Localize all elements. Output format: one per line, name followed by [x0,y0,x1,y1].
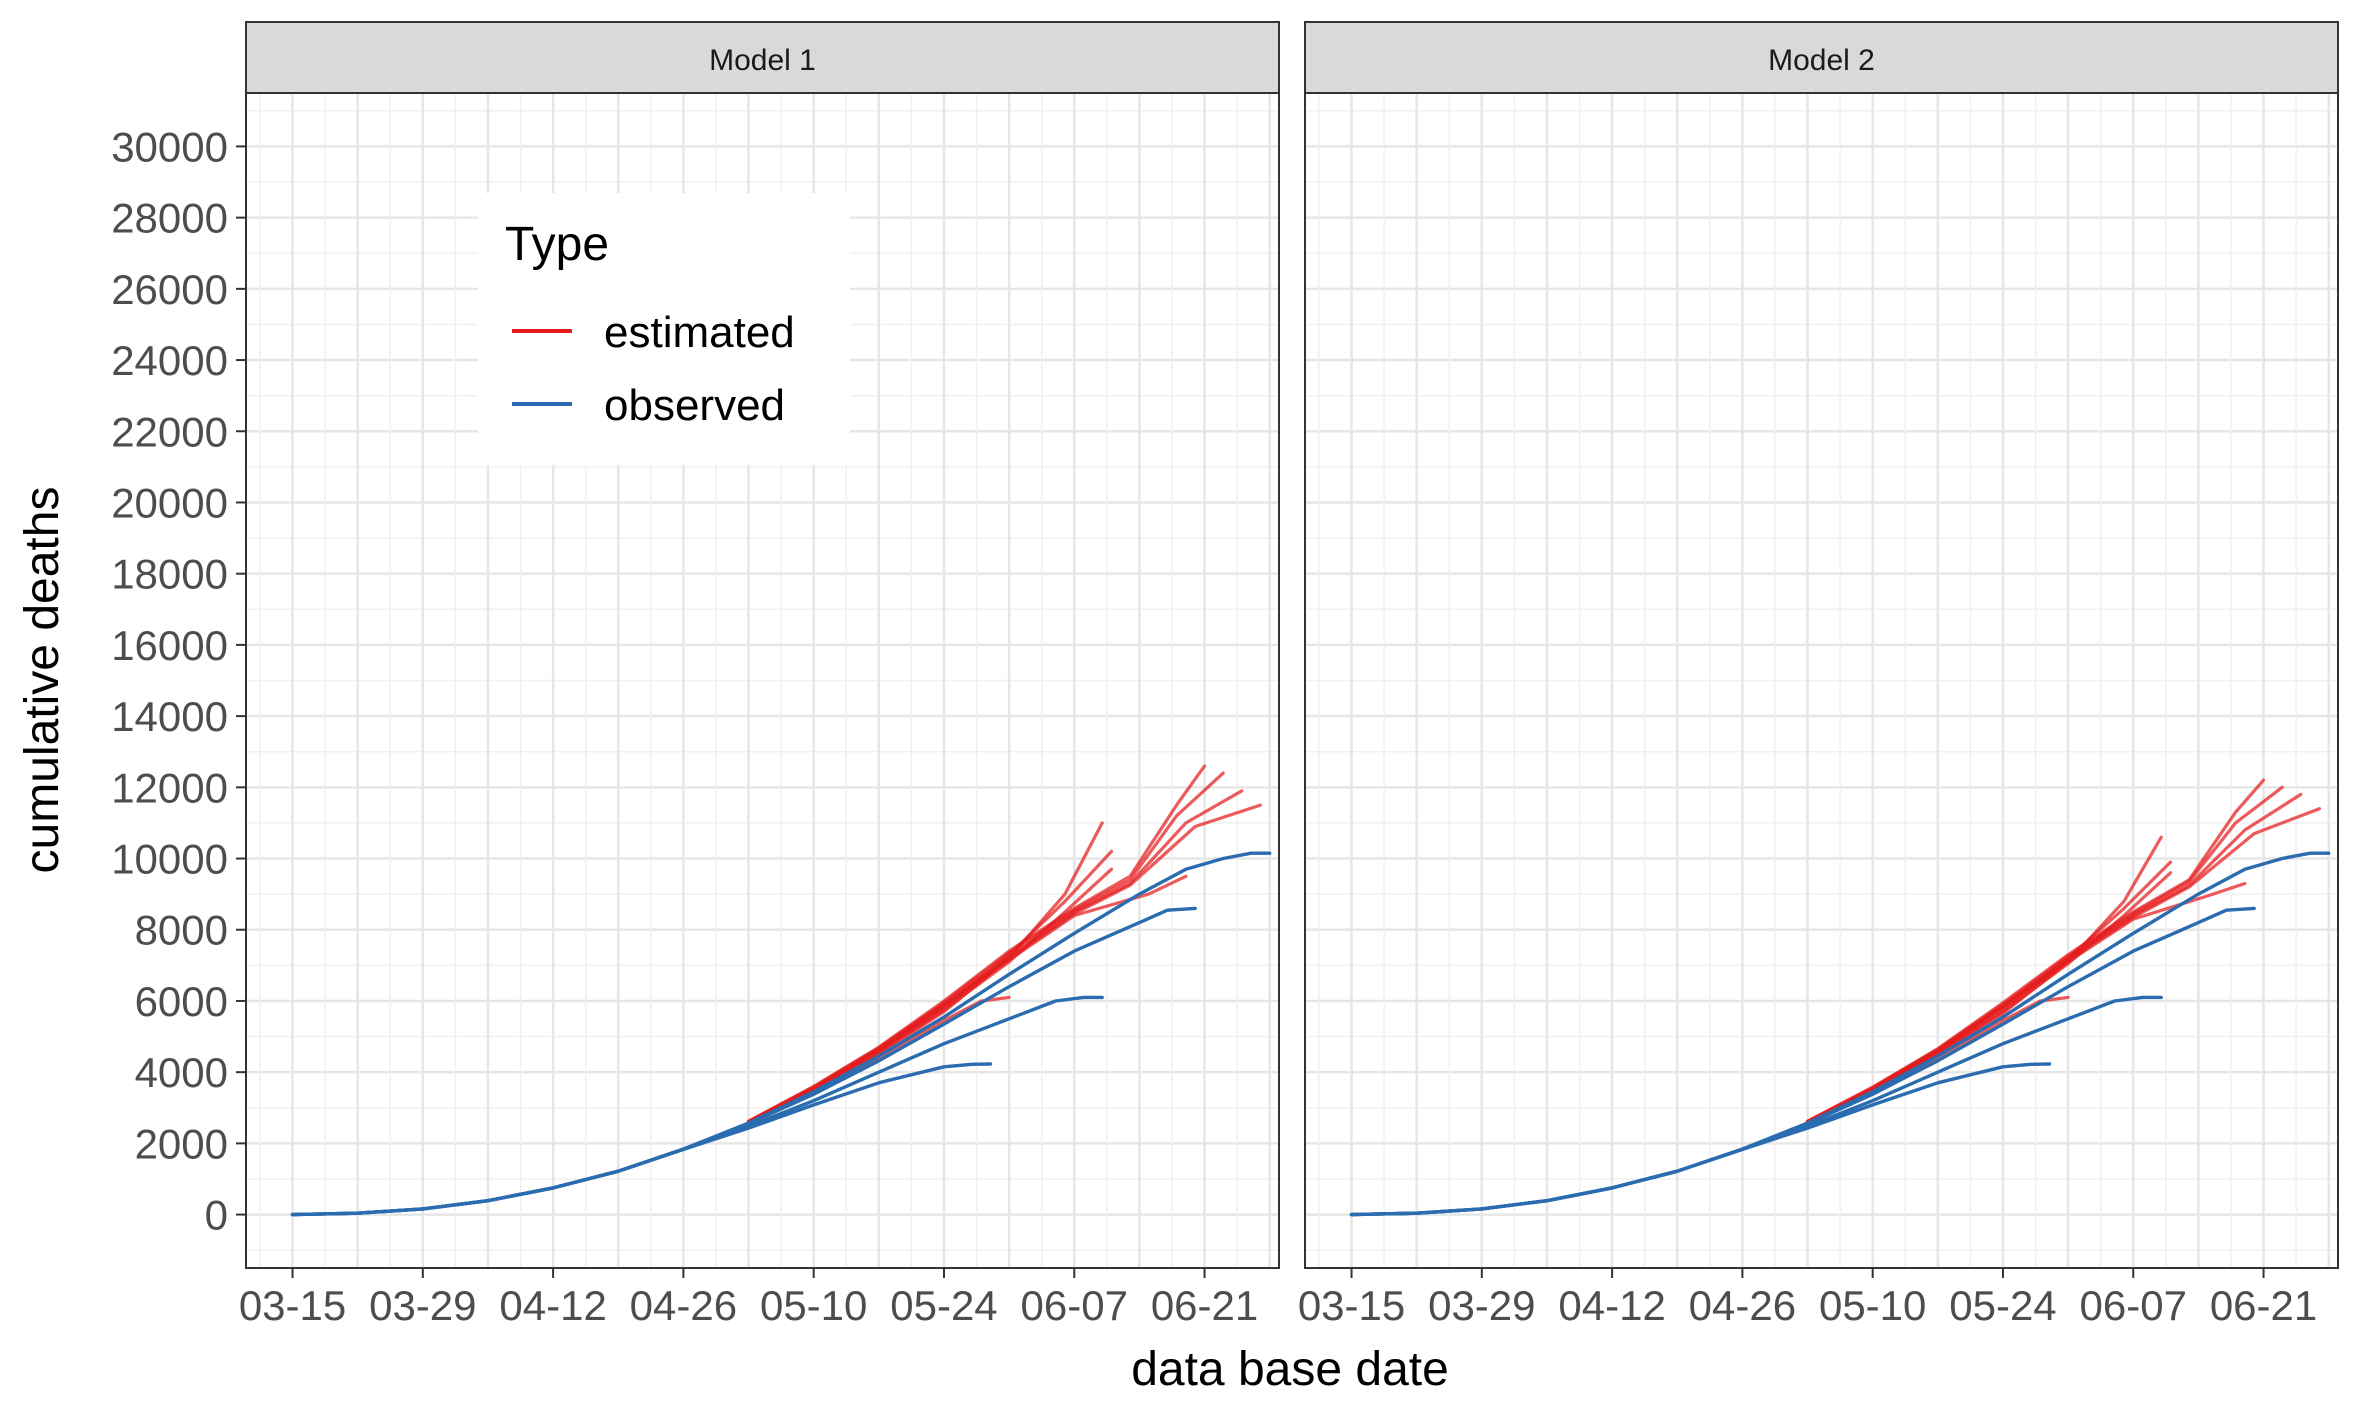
x-tick-label: 06-21 [2210,1282,2317,1329]
x-tick-label: 04-26 [1689,1282,1796,1329]
x-tick-label: 04-12 [499,1282,606,1329]
x-tick-label: 06-21 [1151,1282,1258,1329]
x-tick-label: 05-10 [1819,1282,1926,1329]
x-tick-label: 03-15 [1298,1282,1405,1329]
x-axis-title: data base date [1131,1343,1449,1396]
estimated-series-line [1805,881,2247,1124]
facet-title: Model 2 [1768,44,1875,77]
panel-2: Model 2 [1304,21,2339,1269]
legend-label-estimated: estimated [604,308,795,357]
x-tick-label: 05-24 [890,1282,997,1329]
x-tick-label: 05-24 [1949,1282,2056,1329]
y-tick-label: 6000 [135,978,228,1025]
panel-border [245,92,1280,1269]
y-tick-label: 8000 [135,907,228,954]
x-tick-label: 03-15 [239,1282,346,1329]
y-tick-label: 22000 [111,408,228,455]
x-tick-label: 06-07 [1021,1282,1128,1329]
y-tick-label: 2000 [135,1120,228,1167]
y-tick-label: 14000 [111,693,228,740]
legend-label-observed: observed [604,381,785,430]
observed-series-line [1349,851,2331,1217]
legend-title: Type [505,218,609,271]
y-axis-title: cumulative deaths [16,487,69,874]
observed-series-line [290,851,1272,1217]
x-tick-label: 03-29 [369,1282,476,1329]
facet-strip [245,21,1280,94]
y-tick-label: 0 [205,1192,228,1239]
y-tick-label: 28000 [111,195,228,242]
facet-title: Model 1 [709,44,816,77]
y-tick-label: 10000 [111,836,228,883]
x-tick-label: 03-29 [1428,1282,1535,1329]
x-tick-label: 04-26 [630,1282,737,1329]
y-tick-label: 20000 [111,479,228,526]
panel-border [1304,92,2339,1269]
facet-strip [1304,21,2339,94]
x-tick-label: 05-10 [760,1282,867,1329]
y-tick-label: 18000 [111,551,228,598]
y-tick-label: 24000 [111,337,228,384]
y-tick-label: 16000 [111,622,228,669]
y-tick-label: 26000 [111,266,228,313]
y-tick-label: 30000 [111,123,228,170]
y-tick-label: 12000 [111,764,228,811]
x-tick-label: 06-07 [2080,1282,2187,1329]
y-tick-label: 4000 [135,1049,228,1096]
x-tick-label: 04-12 [1558,1282,1665,1329]
legend: Type estimated observed [478,193,850,465]
